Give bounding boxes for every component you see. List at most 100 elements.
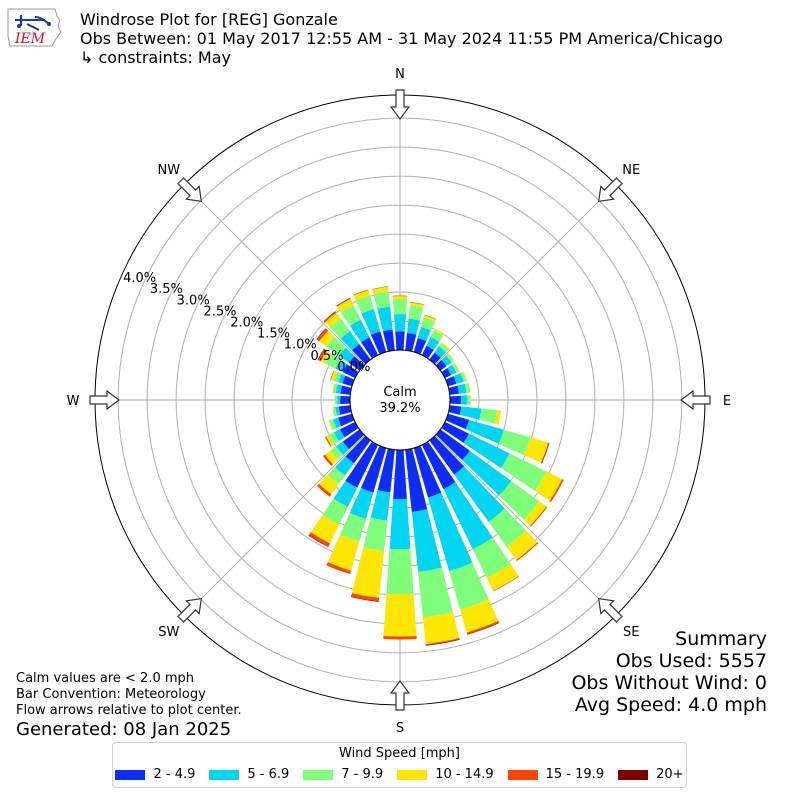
windrose-bar-segment (329, 419, 337, 430)
iem-logo-icon: IEM (5, 6, 63, 50)
legend-item: 10 - 14.9 (397, 767, 494, 782)
windrose-bar-segment (351, 593, 380, 602)
windrose-bar-segment (363, 517, 388, 552)
windrose-bar-segment (336, 298, 351, 307)
windrose-bar-segment (325, 353, 341, 369)
windrose-bar-segment (405, 448, 428, 512)
windrose-bar-segment (494, 410, 502, 425)
flow-arrow-shape (89, 389, 120, 411)
windrose-bar-segment (332, 383, 335, 393)
windrose-bar-segment (340, 512, 366, 542)
windrose-bar-segment (460, 395, 468, 405)
windrose-bar-segment (316, 328, 327, 340)
windrose-bar-segment (427, 492, 473, 572)
windrose-bar-segment (523, 501, 547, 526)
summary-panel: Summary Obs Used: 5557 Obs Without Wind:… (571, 628, 767, 716)
windrose-bar-segment (441, 421, 469, 443)
windrose-bars (308, 286, 564, 646)
windrose-bar-segment (386, 548, 414, 595)
legend-label: 5 - 6.9 (247, 767, 290, 782)
windrose-bar-segment (373, 291, 391, 309)
legend-item: 15 - 19.9 (507, 767, 604, 782)
radial-tick-label: 4.0% (123, 271, 156, 286)
windrose-bar-segment (467, 622, 500, 635)
windrose-bar-segment (448, 405, 462, 415)
windrose-bar-segment (462, 450, 512, 496)
windrose-bar-segment (479, 408, 497, 424)
windrose-bar-segment (389, 499, 411, 550)
windrose-bar-segment (448, 353, 455, 361)
windrose-bar-segment (372, 286, 389, 290)
flow-arrow-icon (389, 680, 411, 711)
windrose-bar-segment (317, 348, 325, 361)
windrose-bar-segment (392, 298, 408, 315)
legend-title: Wind Speed [mph] (339, 746, 460, 761)
flow-arrow-shape (177, 597, 203, 623)
windrose-bar-segment (463, 433, 510, 469)
iem-logo-text: IEM (14, 31, 46, 47)
flow-arrow-icon (597, 597, 623, 623)
windrose-bar-segment (324, 311, 337, 323)
windrose-bar-segment (353, 289, 369, 296)
windrose-bar-segment (335, 456, 354, 476)
windrose-bar-segment (330, 446, 344, 460)
windrose-bar-segment (348, 356, 365, 371)
windrose-bar-segment (338, 373, 346, 384)
windrose-bar-segment (360, 445, 387, 493)
windrose-bar-segment (338, 413, 355, 427)
windrose-bar-segment (361, 309, 381, 335)
windrose-bar-segment (345, 435, 371, 464)
flow-arrow-shape (597, 597, 623, 623)
windrose-bar-segment (535, 471, 563, 501)
windrose-bar-segment (335, 384, 342, 394)
compass-label: NW (157, 163, 180, 178)
radial-tick-label: 3.0% (177, 293, 210, 308)
windrose-bar-segment (423, 315, 436, 322)
windrose-bar-segment (541, 442, 550, 464)
windrose-bar-segment (392, 296, 408, 300)
windrose-bar-segment (335, 359, 348, 372)
note-calm: Calm values are < 2.0 mph (16, 671, 195, 686)
windrose-bar-segment (467, 395, 471, 405)
windrose-bar-segment (370, 490, 391, 521)
windrose-bar-segment (340, 385, 352, 395)
windrose-bar-segment (452, 363, 460, 373)
windrose-bar-segment (319, 330, 335, 347)
legend-swatch (397, 769, 428, 780)
windrose-bar-segment (434, 346, 447, 358)
windrose-bar-segment (488, 508, 527, 547)
windrose-bar-segment (355, 295, 374, 314)
windrose-bar-segment (322, 498, 348, 525)
windrose-bar-segment (318, 349, 327, 362)
windrose-bar-segment (466, 620, 500, 635)
windrose-bar-segment (417, 326, 431, 342)
flow-arrow-icon (89, 389, 120, 411)
chart-subtitle: Obs Between: 01 May 2017 12:55 AM - 31 M… (80, 29, 723, 48)
windrose-bar-segment (393, 449, 407, 500)
windrose-bar-segment (425, 638, 460, 646)
windrose-bar-segment (328, 420, 334, 431)
windrose-bar-segment (337, 298, 354, 313)
chart-constraint: ↳ constraints: May (80, 48, 231, 67)
windrose-bar-segment (441, 355, 452, 367)
windrose-bar-segment (325, 434, 335, 447)
windrose-bar-segment (377, 306, 393, 332)
windrose-bar-segment (445, 376, 457, 387)
legend-swatch (115, 769, 146, 780)
windrose-bar-segment (465, 419, 504, 444)
windrose-bar-segment (443, 482, 493, 550)
windrose-bar-segment (336, 297, 351, 307)
flow-arrow-icon (680, 389, 711, 411)
windrose-bar-segment (334, 395, 338, 405)
windrose-bar-segment (333, 371, 342, 383)
compass-label: W (67, 394, 80, 409)
windrose-bar-segment (329, 318, 350, 339)
windrose-bar-segment (326, 336, 346, 356)
windrose-bar-segment (327, 467, 346, 485)
windrose-bar-segment (318, 474, 339, 495)
windrose-bar-segment (349, 488, 374, 519)
windrose-bar-segment (493, 575, 520, 592)
compass-label: NE (622, 163, 640, 178)
windrose-bar-segment (441, 342, 450, 350)
